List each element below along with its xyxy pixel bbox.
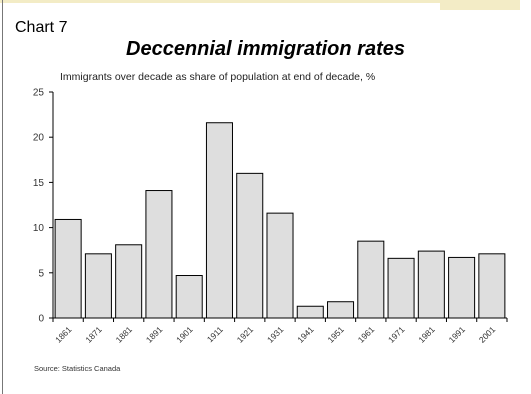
x-tick-label-1941: 1941 <box>295 324 316 345</box>
chart-source: Source: Statistics Canada <box>34 364 121 373</box>
x-tick-label-1901: 1901 <box>174 324 195 345</box>
bar-1931 <box>266 212 294 319</box>
bar-1981 <box>417 250 445 319</box>
left-frame-line <box>2 0 3 394</box>
x-tick-label-1891: 1891 <box>144 324 165 345</box>
x-tick-label-1981: 1981 <box>416 324 437 345</box>
bar-1861 <box>54 218 82 319</box>
x-tick-label-1881: 1881 <box>114 324 135 345</box>
y-tick-label-20: 20 <box>33 133 45 144</box>
bar-1971 <box>387 257 415 319</box>
chart-title: Deccennial immigration rates <box>126 38 405 60</box>
bar-1991 <box>448 256 476 319</box>
x-tick-label-1971: 1971 <box>386 324 407 345</box>
y-tick-label-15: 15 <box>33 178 45 189</box>
bar-1911 <box>205 122 233 319</box>
x-tick-label-1861: 1861 <box>53 324 74 345</box>
chart-subtitle: Immigrants over decade as share of popul… <box>60 71 376 83</box>
y-tick-label-10: 10 <box>33 223 45 234</box>
x-tick-label-1931: 1931 <box>265 324 286 345</box>
y-tick-label-0: 0 <box>38 314 44 325</box>
bars-layer <box>54 122 506 319</box>
bar-1901 <box>175 275 203 319</box>
x-tick-label-2001: 2001 <box>477 324 498 345</box>
bar-1961 <box>357 240 385 319</box>
x-tick-label-1911: 1911 <box>205 324 225 344</box>
bar-2001 <box>478 253 506 319</box>
bar-1941 <box>296 305 324 319</box>
bar-1951 <box>327 301 355 319</box>
bar-1891 <box>145 190 173 319</box>
y-tick-label-5: 5 <box>38 268 44 279</box>
bar-1921 <box>236 172 264 319</box>
x-tick-label-1871: 1871 <box>83 324 104 345</box>
x-tick-label-1961: 1961 <box>356 324 377 345</box>
x-tick-label-1991: 1991 <box>447 324 468 345</box>
x-tick-label-1951: 1951 <box>325 324 346 345</box>
top-band-right <box>440 0 520 10</box>
y-tick-label-25: 25 <box>33 88 45 99</box>
bar-1871 <box>84 253 112 319</box>
bar-1881 <box>115 244 143 319</box>
chart-number: Chart 7 <box>15 19 68 36</box>
x-tick-label-1921: 1921 <box>235 324 256 345</box>
top-band-left <box>0 0 440 3</box>
